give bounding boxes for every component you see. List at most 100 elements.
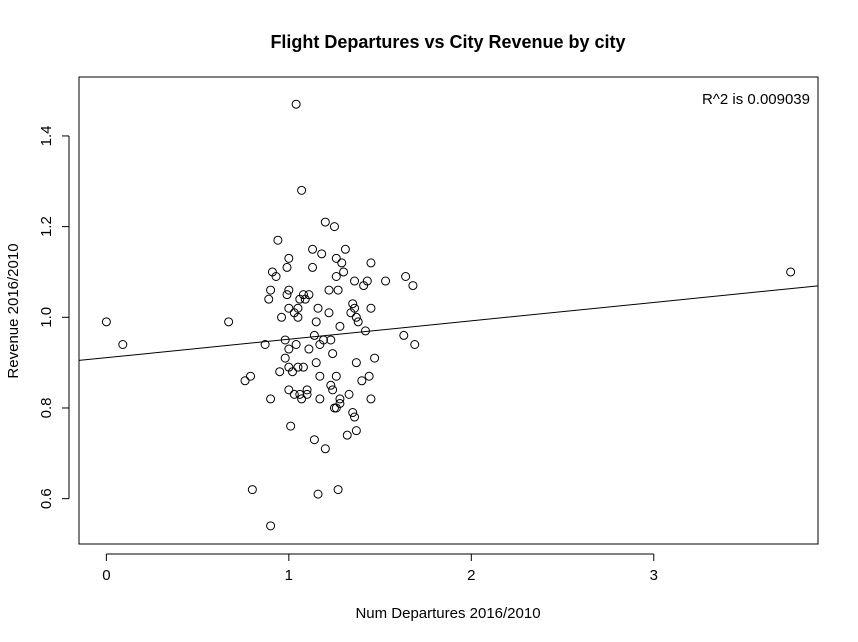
data-point: [293, 312, 303, 322]
data-point: [284, 285, 294, 295]
regression-line-group: [78, 285, 819, 361]
data-point: [289, 389, 299, 399]
data-point: [401, 271, 411, 281]
data-point: [329, 222, 339, 232]
data-point: [266, 285, 276, 295]
data-point: [101, 317, 111, 327]
data-point: [351, 358, 361, 368]
data-point: [309, 435, 319, 445]
data-point: [331, 371, 341, 381]
data-point: [311, 317, 321, 327]
data-point: [320, 217, 330, 227]
data-point: [348, 299, 358, 309]
data-point: [302, 389, 312, 399]
data-point: [297, 394, 307, 404]
data-point: [324, 308, 334, 318]
data-point: [360, 326, 370, 336]
data-point: [317, 249, 327, 259]
data-point: [266, 521, 276, 531]
data-point: [293, 362, 303, 372]
data-point: [291, 99, 301, 109]
data-point: [224, 317, 234, 327]
data-point: [340, 244, 350, 254]
data-point: [286, 421, 296, 431]
data-point: [319, 335, 329, 345]
data-point: [313, 303, 323, 313]
data-point: [328, 349, 338, 359]
data-point: [304, 344, 314, 354]
x-axis-label: Num Departures 2016/2010: [355, 605, 540, 622]
data-point: [350, 276, 360, 286]
data-point: [329, 403, 339, 413]
points-group: [101, 99, 796, 531]
data-point: [366, 258, 376, 268]
data-point: [313, 489, 323, 499]
data-point: [320, 444, 330, 454]
data-point: [366, 303, 376, 313]
y-tick-label: 1.2: [38, 216, 55, 237]
data-point: [333, 485, 343, 495]
data-point: [298, 362, 308, 372]
r-squared-annotation: R^2 is 0.009039: [702, 91, 810, 108]
data-point: [350, 303, 360, 313]
data-point: [282, 262, 292, 272]
data-point: [357, 376, 367, 386]
regression-line: [78, 285, 819, 361]
data-point: [293, 303, 303, 313]
data-point: [308, 262, 318, 272]
x-axis: 0 1 2 3: [102, 553, 658, 584]
data-point: [351, 312, 361, 322]
data-point: [298, 290, 308, 300]
data-point: [381, 276, 391, 286]
data-point: [331, 271, 341, 281]
data-point: [280, 335, 290, 345]
data-point: [311, 358, 321, 368]
data-point: [335, 398, 345, 408]
data-point: [337, 258, 347, 268]
data-point: [284, 253, 294, 263]
data-point: [264, 294, 274, 304]
data-point: [240, 376, 250, 386]
x-tick-label: 0: [102, 567, 110, 584]
data-point: [362, 276, 372, 286]
data-point: [271, 271, 281, 281]
data-point: [260, 340, 270, 350]
data-point: [277, 312, 287, 322]
data-point: [350, 412, 360, 422]
data-point: [315, 394, 325, 404]
data-point: [399, 330, 409, 340]
y-tick-label: 1.0: [38, 307, 55, 328]
data-point: [273, 235, 283, 245]
data-point: [366, 394, 376, 404]
data-point: [326, 335, 336, 345]
data-point: [246, 371, 256, 381]
data-point: [308, 244, 318, 254]
data-point: [353, 317, 363, 327]
chart-title: Flight Departures vs City Revenue by cit…: [270, 32, 625, 52]
data-point: [284, 344, 294, 354]
data-point: [324, 285, 334, 295]
data-point: [351, 426, 361, 436]
data-point: [275, 367, 285, 377]
data-point: [408, 281, 418, 291]
data-point: [284, 385, 294, 395]
x-tick-label: 2: [467, 567, 475, 584]
data-point: [335, 394, 345, 404]
x-tick-label: 3: [650, 567, 658, 584]
data-point: [280, 353, 290, 363]
data-point: [284, 303, 294, 313]
data-point: [287, 367, 297, 377]
data-point: [344, 389, 354, 399]
data-point: [364, 371, 374, 381]
data-point: [339, 267, 349, 277]
data-point: [342, 430, 352, 440]
data-point: [295, 389, 305, 399]
data-point: [335, 321, 345, 331]
data-point: [247, 485, 257, 495]
data-point: [326, 380, 336, 390]
data-point: [333, 285, 343, 295]
data-point: [266, 394, 276, 404]
x-tick-label: 1: [285, 567, 293, 584]
data-point: [410, 340, 420, 350]
